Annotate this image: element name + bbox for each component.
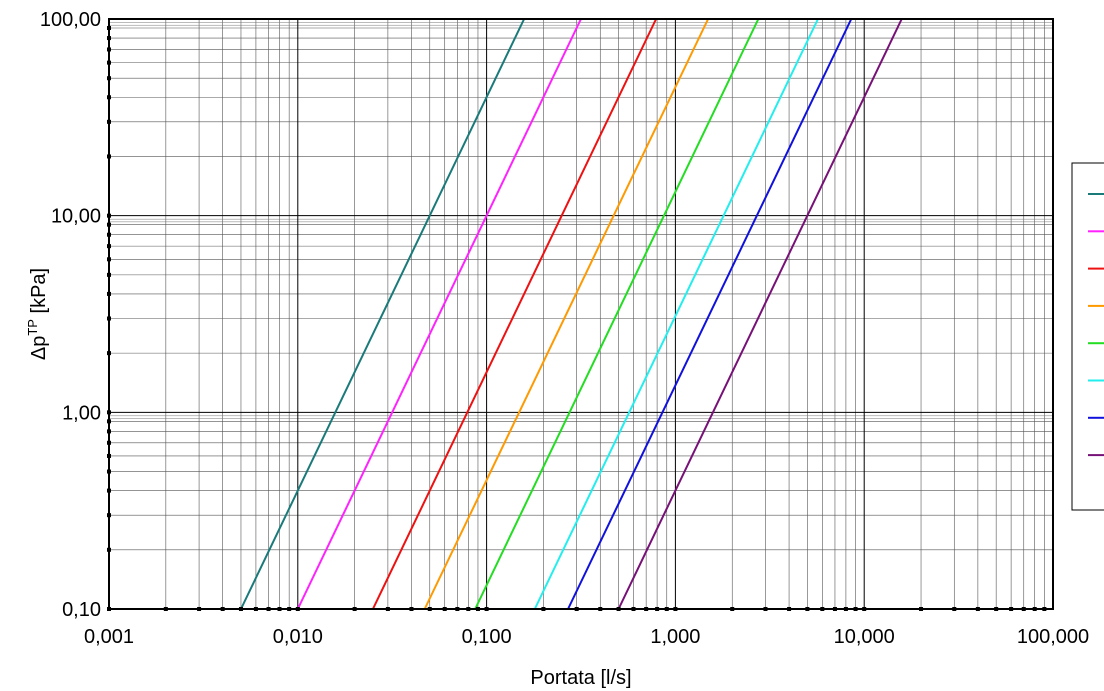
series-line-2 [296, 18, 582, 610]
y-axis-label-unit: [kPa] [28, 268, 50, 319]
y-tick-labels: 0,10 1,00 10,00 100,00 [40, 9, 101, 621]
x-tick-label: 0,100 [462, 626, 512, 648]
series-lines [240, 18, 903, 610]
x-tick-label: 0,010 [273, 626, 323, 648]
legend-box [1071, 162, 1104, 511]
series-line-7 [567, 18, 853, 610]
minor-gridlines [109, 19, 1053, 609]
y-tick-label: 100,00 [40, 9, 101, 31]
series-line-6 [533, 18, 819, 610]
x-axis-label: Portata [l/s] [530, 667, 631, 689]
x-tick-label: 1,000 [650, 626, 700, 648]
x-tick-labels: 0,001 0,010 0,100 1,000 10,000 100,000 [84, 626, 1089, 648]
legend [1071, 162, 1104, 511]
y-tick-label: 0,10 [62, 599, 101, 621]
x-tick-label: 10,000 [834, 626, 895, 648]
series-line-8 [617, 18, 903, 610]
y-axis-label-sup: TP [25, 319, 40, 336]
plot-background [109, 19, 1053, 609]
plot-frame [108, 18, 1054, 610]
y-axis-label: ΔpTP [kPa] [25, 268, 50, 360]
series-line-3 [372, 18, 657, 610]
x-tick-label: 100,000 [1017, 626, 1089, 648]
series-line-5 [474, 18, 760, 610]
y-tick-label: 1,00 [62, 402, 101, 424]
x-tick-label: 0,001 [84, 626, 134, 648]
legend-items [1088, 193, 1104, 457]
y-axis-label-main: Δp [28, 336, 50, 360]
y-tick-label: 10,00 [51, 206, 101, 228]
series-line-4 [423, 18, 709, 610]
series-line-1 [240, 18, 526, 610]
